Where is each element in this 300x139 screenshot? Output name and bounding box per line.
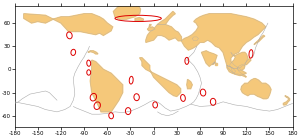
Polygon shape bbox=[158, 11, 175, 25]
Polygon shape bbox=[227, 65, 236, 73]
Polygon shape bbox=[254, 35, 265, 45]
Polygon shape bbox=[182, 14, 266, 76]
Polygon shape bbox=[229, 52, 248, 69]
Polygon shape bbox=[215, 63, 217, 65]
Polygon shape bbox=[284, 96, 290, 105]
Polygon shape bbox=[147, 25, 155, 31]
Polygon shape bbox=[241, 79, 271, 99]
Polygon shape bbox=[237, 64, 245, 70]
Polygon shape bbox=[90, 60, 123, 112]
Polygon shape bbox=[245, 59, 251, 65]
Polygon shape bbox=[24, 14, 113, 35]
Polygon shape bbox=[140, 58, 181, 96]
Polygon shape bbox=[135, 18, 144, 21]
Polygon shape bbox=[227, 65, 246, 77]
Polygon shape bbox=[187, 79, 192, 89]
Polygon shape bbox=[202, 51, 217, 66]
Polygon shape bbox=[146, 25, 181, 42]
Polygon shape bbox=[113, 5, 140, 19]
Polygon shape bbox=[192, 37, 198, 41]
Polygon shape bbox=[88, 51, 98, 54]
